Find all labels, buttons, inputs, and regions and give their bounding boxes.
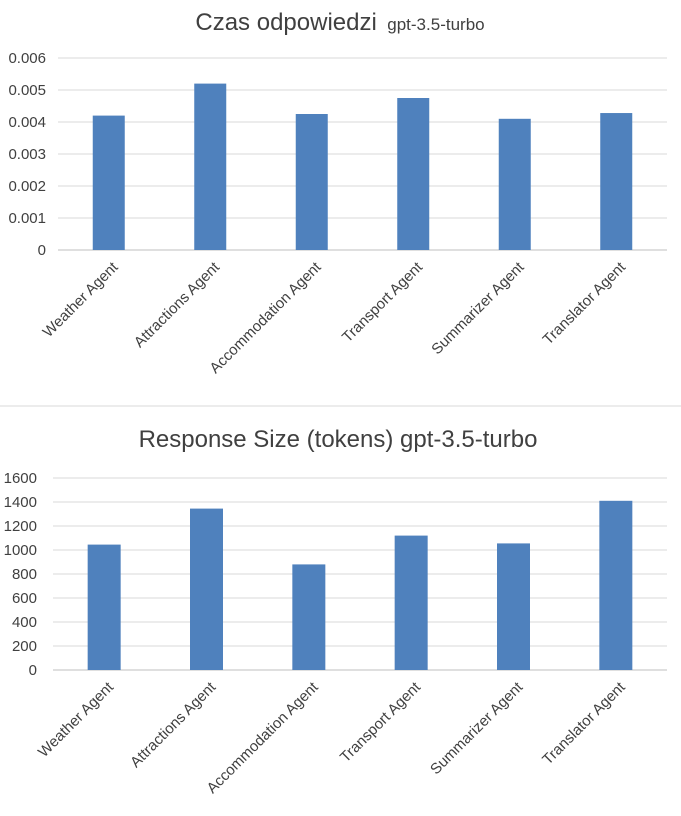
x-tick-label: Weather Agent xyxy=(40,258,123,341)
y-tick-label: 0 xyxy=(38,242,46,259)
chart1-title: Czas odpowiedzi gpt-3.5-turbo xyxy=(195,9,484,36)
x-tick-label: Weather Agent xyxy=(35,678,118,761)
chart2-plot: 0 200 400 600 800 1000 1200 1400 1600 Weather Age… xyxy=(4,470,667,797)
bar xyxy=(194,83,227,250)
y-tick-label: 400 xyxy=(12,614,37,631)
bar xyxy=(87,544,121,670)
chart1-title-main: Czas odpowiedzi xyxy=(195,9,376,36)
x-tick-label: Translator Agent xyxy=(539,678,629,768)
bar xyxy=(599,500,633,670)
y-tick-label: 0 xyxy=(29,662,37,679)
y-tick-label: 200 xyxy=(12,638,37,655)
bar xyxy=(497,543,530,670)
bar xyxy=(190,508,223,670)
bar xyxy=(498,118,531,250)
y-tick-label: 0.002 xyxy=(8,178,46,195)
x-tick-label: Attractions Agent xyxy=(131,258,224,351)
bar xyxy=(292,564,326,670)
bar xyxy=(92,115,125,250)
y-tick-label: 0.006 xyxy=(8,50,46,67)
bar xyxy=(397,98,430,250)
x-tick-label: Translator Agent xyxy=(540,258,630,348)
chart1-title-sub: gpt-3.5-turbo xyxy=(387,15,484,34)
x-tick-label: Transport Agent xyxy=(339,258,427,346)
bar xyxy=(600,113,633,250)
y-tick-label: 1000 xyxy=(4,542,37,559)
y-tick-label: 1200 xyxy=(4,518,37,535)
bar xyxy=(295,114,328,250)
y-tick-label: 800 xyxy=(12,566,37,583)
y-tick-label: 0.001 xyxy=(8,210,46,227)
x-tick-label: Accommodation Agent xyxy=(206,258,325,377)
y-tick-label: 0.003 xyxy=(8,146,46,163)
y-tick-label: 0.004 xyxy=(8,114,46,131)
chart1-plot: 0 0.001 0.002 0.003 0.004 0.005 0.006 Weather A… xyxy=(8,50,667,377)
bar xyxy=(394,535,428,670)
x-tick-label: Accommodation Agent xyxy=(204,678,323,797)
chart2-title: Response Size (tokens) gpt-3.5-turbo xyxy=(139,426,538,453)
x-tick-label: Attractions Agent xyxy=(127,678,220,771)
x-tick-label: Summarizer Agent xyxy=(428,258,528,358)
y-tick-label: 0.005 xyxy=(8,82,46,99)
y-tick-label: 1400 xyxy=(4,494,37,511)
y-tick-label: 600 xyxy=(12,590,37,607)
x-tick-label: Transport Agent xyxy=(337,678,425,766)
y-tick-label: 1600 xyxy=(4,470,37,487)
x-tick-label: Summarizer Agent xyxy=(427,678,527,778)
